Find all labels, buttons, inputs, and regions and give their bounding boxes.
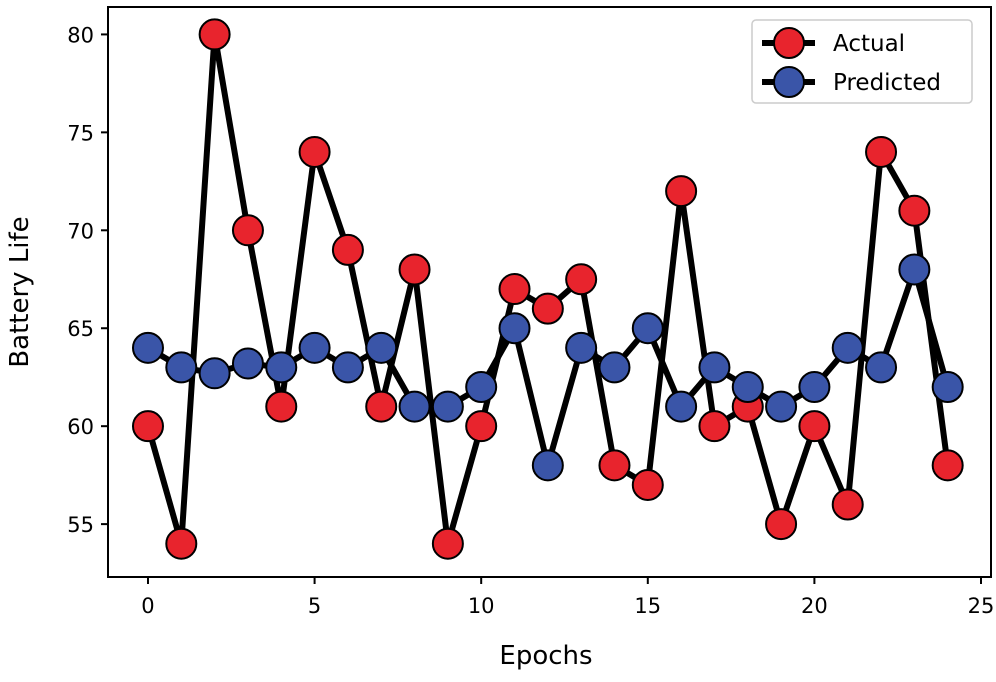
y-tick-label: 65 [67,317,94,341]
data-point-actual [831,488,864,521]
data-point-actual [365,390,398,423]
data-point-predicted [565,331,598,364]
data-point-predicted [531,449,564,482]
x-axis-label: Epochs [499,641,592,671]
data-point-actual [398,253,431,286]
x-tick-label: 25 [968,594,995,618]
data-point-predicted [765,390,798,423]
legend-marker-actual [773,27,805,59]
data-point-predicted [831,331,864,364]
data-point-predicted [331,351,364,384]
data-point-actual [598,449,631,482]
legend-label-predicted: Predicted [833,70,941,96]
data-point-actual [631,468,664,501]
data-point-actual [698,410,731,443]
x-tick-label: 15 [634,594,661,618]
y-tick-label: 70 [67,219,94,243]
legend-marker-predicted [773,66,805,98]
x-tick-label: 0 [141,594,154,618]
data-point-predicted [131,331,164,364]
data-point-actual [565,263,598,296]
data-point-predicted [465,371,498,403]
data-point-predicted [398,390,431,423]
data-point-predicted [665,390,698,423]
data-point-predicted [365,331,398,364]
data-point-actual [265,390,298,423]
y-axis: 55 60 65 70 75 80 [67,23,108,537]
data-point-predicted [598,351,631,384]
legend: Actual Predicted [751,19,973,104]
data-point-actual [198,18,231,51]
x-tick-label: 5 [308,594,321,618]
data-point-actual [431,527,464,560]
data-point-predicted [298,331,331,364]
y-tick-label: 60 [67,415,94,439]
data-point-predicted [698,351,731,384]
data-point-predicted [198,357,231,390]
y-tick-label: 55 [67,513,94,537]
data-point-actual [231,214,264,247]
data-point-actual [331,233,364,266]
data-point-actual [531,292,564,325]
data-point-actual [798,410,831,443]
y-axis-label: Battery Life [5,216,35,367]
data-point-actual [131,410,164,443]
data-point-predicted [865,351,898,384]
x-tick-label: 10 [468,594,495,618]
data-point-predicted [931,371,964,403]
data-point-actual [898,194,931,227]
data-point-actual [165,527,198,560]
data-point-actual [465,410,498,443]
x-tick-label: 20 [801,594,828,618]
data-point-predicted [798,371,831,403]
data-point-predicted [898,253,931,286]
data-point-predicted [431,390,464,423]
data-point-actual [865,135,898,168]
data-point-predicted [231,347,264,380]
x-axis: 0 5 10 15 20 25 [141,577,994,618]
plot-frame [107,6,992,578]
data-point-predicted [165,351,198,384]
data-point-predicted [265,351,298,384]
data-point-predicted [631,312,664,345]
data-point-actual [765,508,798,541]
data-point-predicted [498,312,531,345]
data-point-actual [298,135,331,168]
y-tick-label: 75 [67,121,94,145]
series-layer [131,18,964,560]
legend-label-actual: Actual [833,31,905,57]
y-tick-label: 80 [67,23,94,47]
data-point-predicted [731,371,764,403]
data-point-actual [665,175,698,208]
data-point-actual [498,273,531,306]
data-point-actual [931,449,964,482]
